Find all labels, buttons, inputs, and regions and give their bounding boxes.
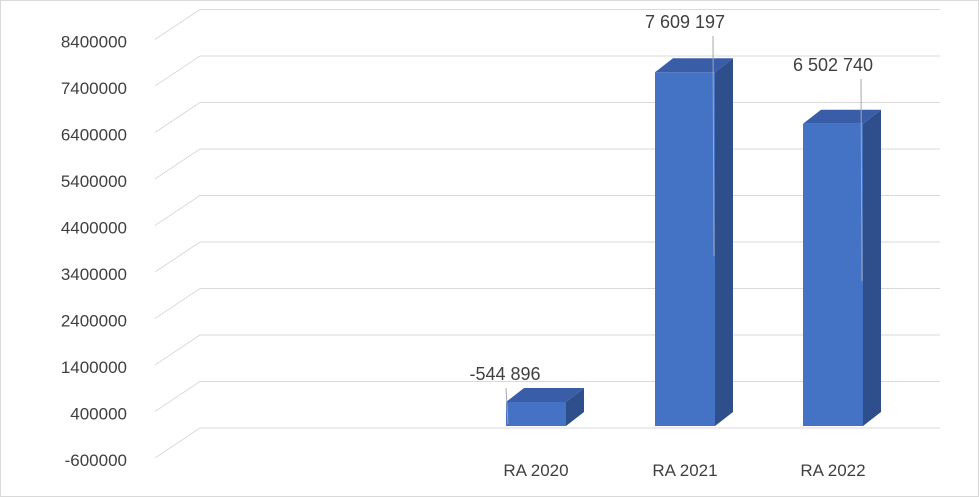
y-tick-label: 3400000	[61, 265, 127, 284]
y-tick-label: 7400000	[61, 79, 127, 98]
data-labels: -544 896 7 609 197 6 502 740	[469, 12, 873, 425]
y-axis-labels: -600000 400000 1400000 2400000 3400000 440000…	[61, 33, 127, 471]
bar	[655, 58, 733, 426]
x-tick-label: RA 2022	[800, 461, 865, 480]
y-tick-label: 4400000	[61, 219, 127, 238]
bar-front	[655, 72, 715, 426]
gridline	[154, 9, 940, 40]
bar-front	[506, 402, 566, 426]
y-tick-label: 8400000	[61, 33, 127, 52]
x-axis-labels: RA 2020 RA 2021 RA 2022	[503, 461, 865, 480]
bar-side	[566, 388, 584, 426]
x-tick-label: RA 2021	[652, 461, 717, 480]
data-label: 6 502 740	[793, 55, 873, 75]
data-label-leader	[712, 35, 715, 257]
data-label-leader	[860, 78, 863, 281]
bar	[506, 388, 584, 426]
bar	[803, 109, 881, 426]
y-tick-label: 6400000	[61, 126, 127, 145]
y-tick-label: 400000	[70, 405, 127, 424]
bar-front	[803, 123, 863, 426]
data-label: -544 896	[469, 364, 540, 384]
y-tick-label: 1400000	[61, 358, 127, 377]
gridline	[154, 55, 940, 87]
data-label: 7 609 197	[645, 12, 725, 32]
bar-side	[863, 109, 881, 426]
gridline	[154, 427, 940, 459]
bar-top	[506, 388, 584, 402]
bars	[506, 58, 881, 426]
y-tick-label: 2400000	[61, 312, 127, 331]
y-tick-label: -600000	[65, 451, 127, 470]
y-tick-label: 5400000	[61, 172, 127, 191]
data-label-leader	[505, 387, 509, 425]
bar-side	[715, 58, 733, 426]
x-tick-label: RA 2020	[503, 461, 568, 480]
